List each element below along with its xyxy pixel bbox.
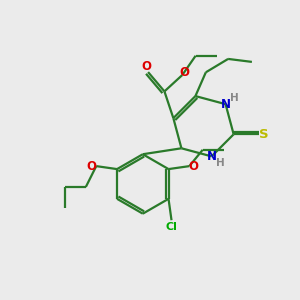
Text: N: N (220, 98, 231, 111)
Text: O: O (189, 160, 199, 172)
Text: O: O (87, 160, 97, 172)
Text: Cl: Cl (166, 222, 177, 232)
Text: O: O (180, 66, 190, 79)
Text: O: O (141, 60, 151, 73)
Text: H: H (215, 158, 224, 168)
Text: S: S (260, 128, 269, 141)
Text: H: H (230, 93, 238, 103)
Text: N: N (207, 150, 217, 163)
